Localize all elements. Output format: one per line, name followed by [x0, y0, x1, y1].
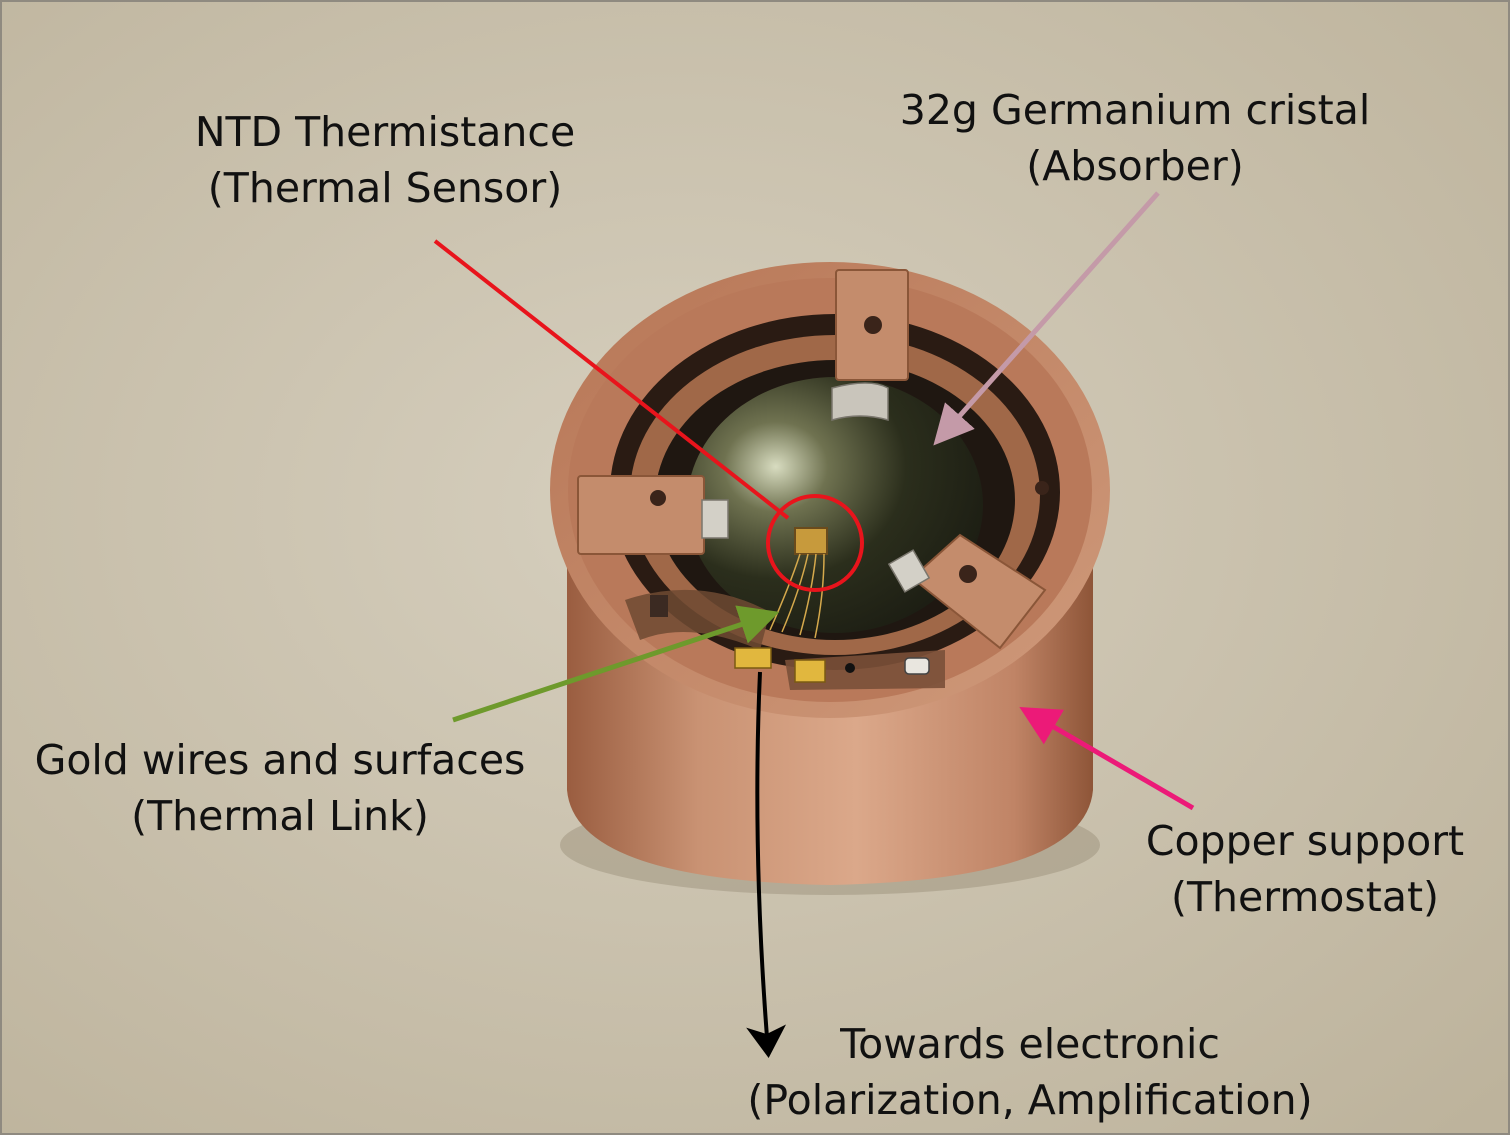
electronics-subtitle: (Polarization, Amplification) — [747, 1076, 1313, 1124]
ntd-highlight-circle — [766, 494, 864, 592]
copper-support-arrow — [1019, 706, 1195, 811]
gold-wires-arrow — [452, 605, 780, 723]
gold-wires-subtitle: (Thermal Link) — [131, 792, 429, 840]
ntd-sensor-title: NTD Thermistance — [194, 108, 576, 156]
ntd-chip — [794, 527, 828, 555]
electronics-title: Towards electronic — [840, 1020, 1220, 1068]
ntd-sensor-subtitle: (Thermal Sensor) — [207, 164, 563, 212]
gold-wires-title: Gold wires and surfaces — [34, 736, 526, 784]
ntd-sensor-label: NTD Thermistance (Thermal Sensor) — [130, 104, 640, 216]
germanium-title: 32g Germanium cristal — [899, 86, 1371, 134]
gold-pad — [734, 647, 772, 669]
germanium-arrow — [933, 191, 1160, 446]
circuit-strips — [625, 589, 945, 690]
gold-wires-label: Gold wires and surfaces (Thermal Link) — [10, 732, 550, 844]
copper-clamp-left — [577, 475, 729, 555]
ntd-arrow — [433, 239, 790, 520]
copper-support-label: Copper support (Thermostat) — [1110, 813, 1500, 925]
copper-support-title: Copper support — [1145, 817, 1465, 865]
electronics-label: Towards electronic (Polarization, Amplif… — [700, 1016, 1360, 1128]
copper-clamp-top — [831, 269, 909, 421]
electronics-arrow — [746, 671, 787, 1058]
germanium-label: 32g Germanium cristal (Absorber) — [850, 82, 1420, 194]
copper-clamp-right — [887, 481, 1049, 650]
germanium-subtitle: (Absorber) — [1026, 142, 1244, 190]
copper-support-subtitle: (Thermostat) — [1170, 873, 1440, 921]
